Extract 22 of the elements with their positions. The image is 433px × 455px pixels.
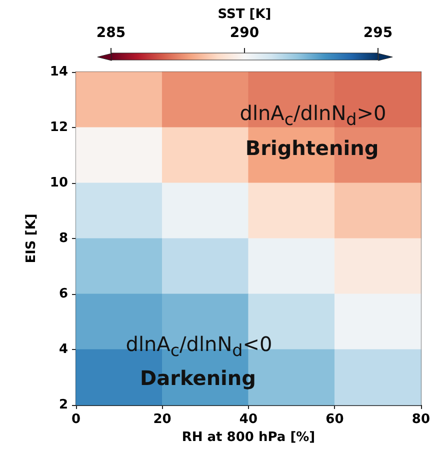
y-tick-label: 10 bbox=[50, 176, 68, 190]
color-bar-title: SST [K] bbox=[218, 7, 272, 22]
annotation: Darkening bbox=[140, 366, 256, 390]
y-tick-label: 4 bbox=[58, 342, 68, 357]
y-tick-label: 8 bbox=[58, 231, 68, 246]
x-tick-label: 40 bbox=[239, 412, 258, 427]
annotation: dlnA$_{c}$/dlnN$_{d}$<0 bbox=[126, 332, 272, 360]
x-tick-label: 20 bbox=[153, 412, 172, 427]
x-axis-title: RH at 800 hPa [%] bbox=[182, 430, 316, 445]
x-tick-label: 80 bbox=[412, 412, 430, 427]
y-tick-label: 12 bbox=[50, 120, 68, 135]
y-axis-title: EIS [K] bbox=[24, 214, 39, 264]
color-bar-label: 285 bbox=[96, 25, 126, 41]
x-tick-label: 60 bbox=[326, 412, 344, 427]
color-bar-label: 295 bbox=[363, 25, 393, 41]
x-tick-label: 0 bbox=[71, 412, 81, 427]
y-tick-label: 14 bbox=[50, 64, 68, 80]
annotation: Brightening bbox=[245, 136, 379, 160]
annotation: dlnA$_{c}$/dlnN$_{d}$>0 bbox=[240, 101, 386, 129]
y-tick-label: 6 bbox=[58, 286, 68, 302]
y-tick-label: 2 bbox=[58, 398, 68, 412]
color-bar-label: 290 bbox=[230, 25, 260, 41]
